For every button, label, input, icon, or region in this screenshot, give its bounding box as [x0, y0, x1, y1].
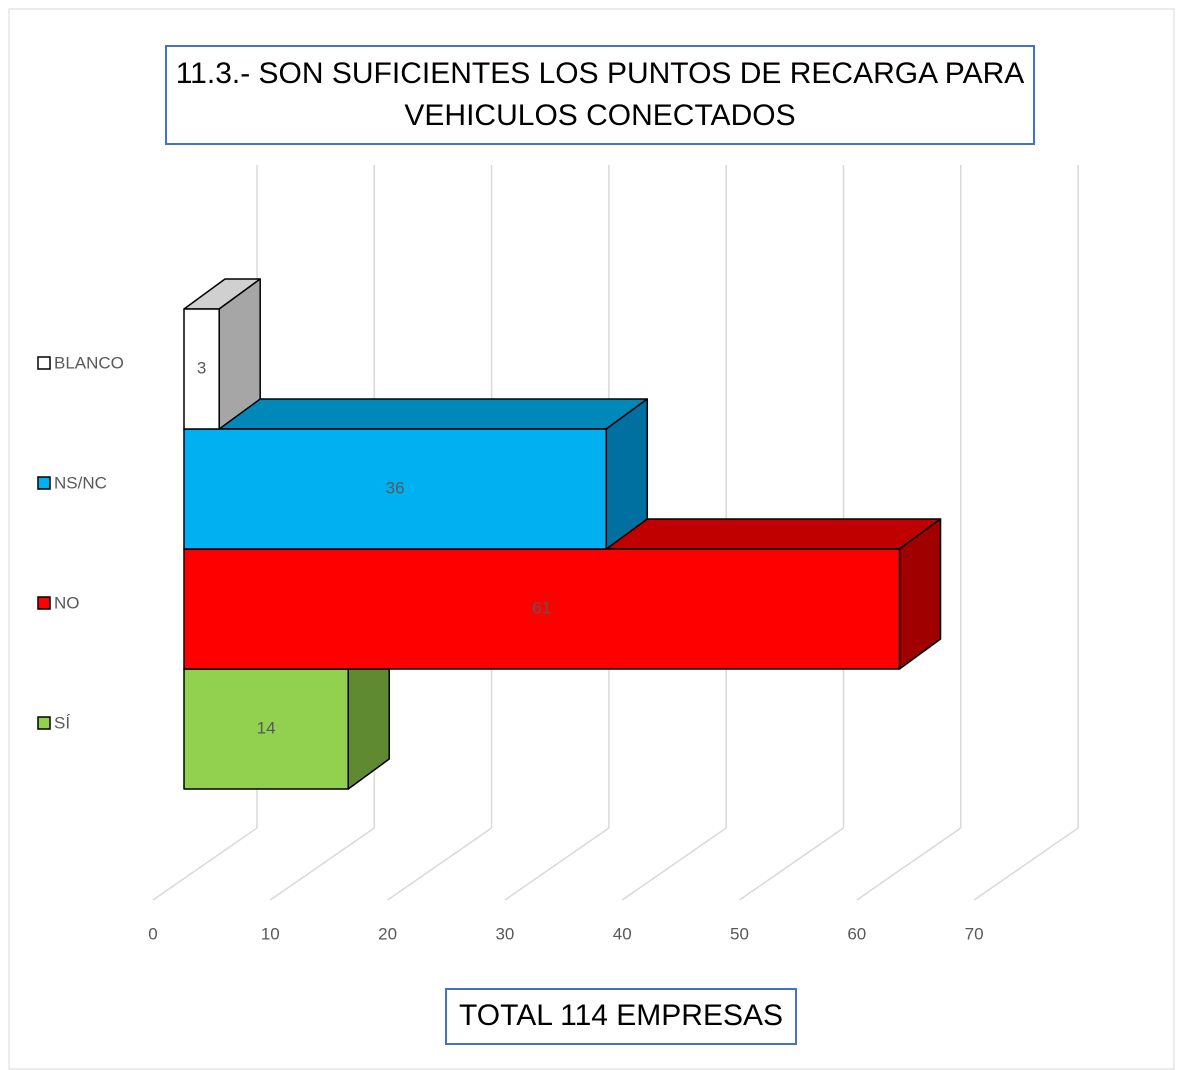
legend-label: NO	[54, 593, 80, 612]
x-tick-label: 60	[847, 924, 866, 943]
floor-line	[269, 827, 375, 901]
floor-line	[856, 827, 962, 901]
bar-front	[183, 428, 608, 550]
x-tick-label: 40	[613, 924, 632, 943]
legend-swatch	[37, 356, 51, 370]
floor-line	[739, 827, 844, 901]
x-tick-label: 10	[261, 924, 280, 943]
floor-line	[152, 827, 258, 901]
annotation: TOTAL 114 EMPRESAS	[445, 988, 797, 1045]
legend-swatch	[37, 596, 51, 610]
bar-front	[183, 308, 220, 430]
legend-swatch	[37, 476, 51, 490]
legend-label: NS/NC	[54, 473, 107, 492]
data-label: 36	[386, 478, 405, 497]
bar-front	[183, 548, 901, 670]
x-tick-label: 20	[378, 924, 397, 943]
data-label: 3	[197, 358, 206, 377]
bar	[183, 398, 649, 550]
legend-swatch	[37, 716, 51, 730]
data-label: 14	[257, 718, 276, 737]
frame	[8, 8, 1175, 1070]
legend-label: SÍ	[54, 713, 70, 732]
x-tick-label: 30	[495, 924, 514, 943]
chart-title: 11.3.- SON SUFICIENTES LOS PUNTOS DE REC…	[165, 45, 1035, 145]
x-tick-label: 70	[965, 924, 984, 943]
x-tick-label: 0	[148, 924, 157, 943]
floor-line	[621, 827, 727, 901]
floor-line	[973, 827, 1079, 901]
bar	[183, 278, 261, 430]
legend-label: BLANCO	[54, 353, 124, 372]
data-label: 61	[532, 598, 551, 617]
floor-line	[504, 827, 610, 901]
floor-line	[387, 827, 493, 901]
x-tick-label: 50	[730, 924, 749, 943]
